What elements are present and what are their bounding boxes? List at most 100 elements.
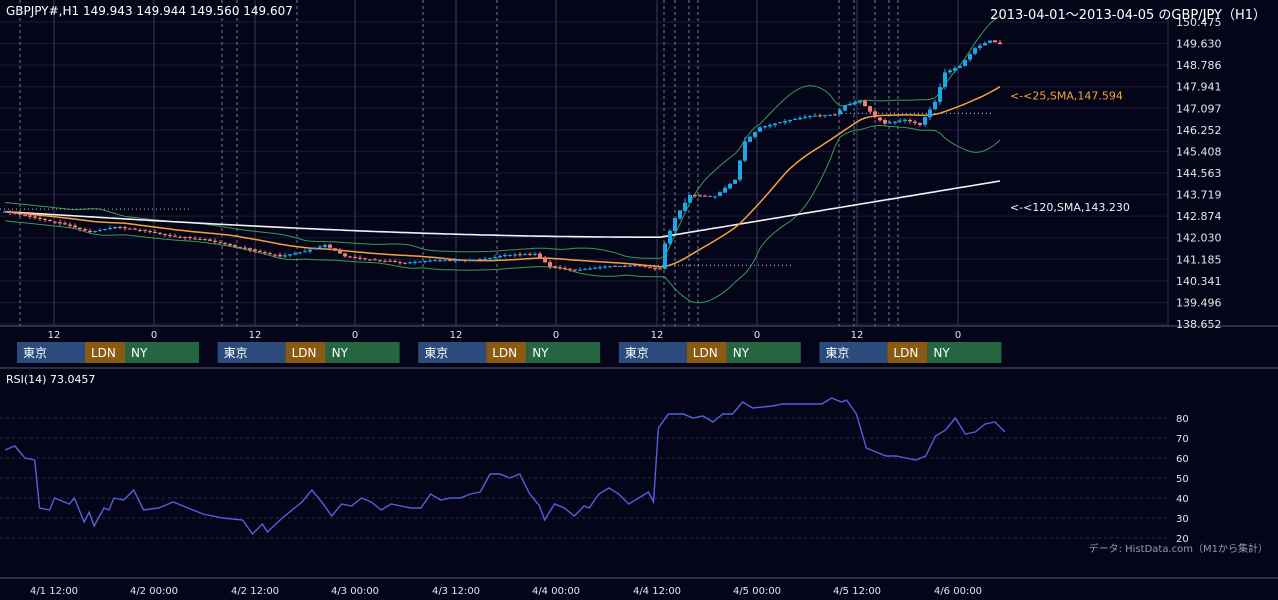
price-tick-label: 142.874	[1176, 210, 1222, 223]
candle-body	[443, 260, 447, 262]
candle-body	[248, 248, 252, 250]
session-label: LDN	[91, 346, 116, 360]
candle-body	[263, 252, 267, 254]
candle-body	[748, 136, 752, 142]
candle-body	[968, 54, 972, 60]
candle-body	[688, 195, 692, 203]
candle-body	[558, 267, 562, 269]
candle-body	[33, 216, 37, 218]
candle-body	[273, 254, 277, 256]
candle-body	[753, 132, 757, 137]
candle-body	[563, 268, 567, 270]
session-label: 東京	[23, 346, 47, 360]
candle-body	[698, 195, 702, 197]
hour-tick-label: 12	[651, 330, 664, 341]
candle-body	[718, 192, 722, 196]
candle-body	[948, 70, 952, 73]
candle-body	[723, 188, 727, 193]
session-label: 東京	[224, 346, 248, 360]
candle-body	[743, 141, 747, 161]
candle-body	[988, 40, 992, 43]
candle-body	[403, 262, 407, 264]
candle-body	[788, 119, 792, 122]
rsi-tick-label: 50	[1176, 474, 1189, 485]
candle-body	[318, 246, 322, 248]
candle-body	[358, 257, 362, 259]
rsi-tick-label: 30	[1176, 514, 1189, 525]
candle-body	[233, 245, 237, 247]
moving-averages: <-<25,SMA,147.594 <-<120,SMA,143.230	[0, 86, 1130, 268]
session-block	[418, 342, 487, 363]
session-block	[726, 342, 801, 363]
price-tick-label: 141.185	[1176, 253, 1222, 266]
candle-body	[423, 261, 427, 263]
date-tick-label: 4/1 12:00	[30, 586, 78, 597]
candle-body	[493, 256, 497, 258]
candle-body	[63, 223, 67, 225]
date-tick-label: 4/4 00:00	[532, 586, 580, 597]
date-tick-label: 4/3 12:00	[432, 586, 480, 597]
session-block	[927, 342, 1002, 363]
price-axis: 150.475 149.630 148.786 147.941 147.097 146.2…	[1176, 16, 1222, 331]
candle-body	[628, 265, 632, 267]
candle-body	[3, 211, 7, 213]
sma120-label: <-<120,SMA,143.230	[1010, 201, 1130, 214]
candle-body	[38, 217, 42, 219]
date-tick-label: 4/6 00:00	[934, 586, 982, 597]
rsi-tick-label: 60	[1176, 454, 1189, 465]
candle-body	[243, 247, 247, 249]
candle-body	[578, 269, 582, 271]
price-tick-label: 145.408	[1176, 145, 1222, 158]
candle-body	[518, 254, 522, 256]
price-tick-label: 139.496	[1176, 296, 1222, 309]
candle-body	[763, 126, 767, 128]
price-tick-label: 147.941	[1176, 81, 1222, 94]
candle-body	[88, 230, 92, 233]
candle-body	[68, 224, 72, 226]
candle-body	[923, 117, 927, 125]
price-tick-label: 140.341	[1176, 275, 1222, 288]
hour-tick-label: 12	[851, 330, 864, 341]
candle-body	[828, 114, 832, 116]
session-block	[325, 342, 400, 363]
candle-body	[708, 196, 712, 198]
candle-body	[58, 222, 62, 224]
rsi-tick-label: 70	[1176, 434, 1189, 445]
candle-body	[8, 211, 12, 213]
hour-tick-label: 12	[48, 330, 61, 341]
candle-body	[733, 179, 737, 184]
candle-body	[393, 260, 397, 262]
rsi-label: RSI(14) 73.0457	[6, 373, 96, 386]
session-label: NY	[532, 346, 549, 360]
price-tick-label: 147.097	[1176, 102, 1222, 115]
hour-tick-label: 0	[955, 330, 961, 341]
sma25-label: <-<25,SMA,147.594	[1010, 90, 1123, 103]
candle-body	[858, 100, 862, 103]
candle-body	[148, 231, 152, 233]
candle-body	[93, 231, 97, 233]
candle-body	[153, 231, 157, 233]
candle-body	[863, 100, 867, 107]
rsi-axis: 80 70 60 50 40 30 20	[1176, 414, 1189, 545]
candle-body	[963, 60, 967, 66]
candle-body	[408, 262, 412, 264]
session-label: NY	[933, 346, 950, 360]
date-tick-label: 4/2 12:00	[231, 586, 279, 597]
candle-body	[633, 265, 637, 267]
date-tick-label: 4/2 00:00	[130, 586, 178, 597]
candle-body	[128, 228, 132, 230]
candle-body	[938, 87, 942, 102]
candle-body	[223, 243, 227, 245]
candle-body	[958, 66, 962, 68]
candle-body	[798, 117, 802, 120]
candle-body	[823, 115, 827, 117]
candle-body	[543, 258, 547, 263]
candle-body	[693, 195, 697, 197]
price-tick-label: 149.630	[1176, 38, 1222, 51]
candle-body	[283, 255, 287, 257]
candle-body	[198, 238, 202, 240]
candle-body	[453, 260, 457, 262]
candlesticks	[3, 39, 1002, 272]
candle-body	[163, 234, 167, 236]
